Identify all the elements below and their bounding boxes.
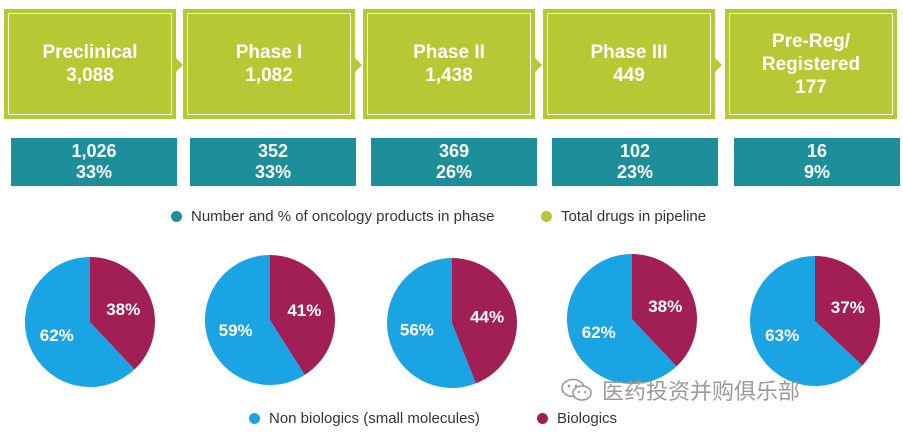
pie-slice-biologics: [270, 255, 336, 375]
flow-arrow: [535, 58, 542, 72]
oncology-percent: 33%: [254, 162, 292, 182]
oncology-box-phase-3: 102 23%: [552, 138, 718, 186]
pie-label-non-biologics: 59%: [219, 321, 253, 340]
pie-slice-biologics: [815, 256, 880, 366]
legend-non-biologics-swatch: [249, 413, 260, 424]
phase-box-preclinical: Preclinical 3,088: [4, 9, 176, 119]
phase-box-phase-2: Phase II 1,438: [363, 9, 535, 119]
oncology-box-preclinical: 1,026 33%: [11, 138, 177, 186]
legend-biologics-swatch: [537, 413, 548, 424]
phase-box-phase-3: Phase III 449: [543, 9, 715, 119]
oncology-count: 369: [438, 141, 470, 161]
legend-oncology-label: Number and % of oncology products in pha…: [191, 208, 495, 225]
oncology-count: 1,026: [71, 141, 117, 161]
pie-slice-biologics: [90, 257, 156, 370]
legend-non-biologics-label: Non biologics (small molecules): [269, 410, 480, 427]
pie-label-biologics: 41%: [287, 301, 321, 320]
pie-slice-non-biologics: [205, 255, 305, 385]
pie-label-biologics: 38%: [106, 300, 140, 319]
oncology-count: 352: [257, 141, 289, 161]
phase-box-phase-1: Phase I 1,082: [183, 9, 355, 119]
legend-total-swatch: [541, 211, 552, 222]
oncology-box-phase-1: 352 33%: [190, 138, 356, 186]
pie-slice-biologics: [632, 254, 697, 367]
pie-label-biologics: 38%: [648, 297, 682, 316]
pie-label-non-biologics: 63%: [765, 326, 799, 345]
oncology-percent: 9%: [803, 162, 830, 182]
pie-slice-biologics: [452, 258, 517, 384]
oncology-percent: 26%: [435, 162, 473, 182]
flow-arrow: [715, 58, 722, 72]
oncology-count: 16: [806, 141, 828, 161]
pie-slice-non-biologics: [749, 255, 863, 386]
flow-arrow: [355, 58, 362, 72]
legend-biologics-label: Biologics: [557, 410, 618, 427]
pie-label-non-biologics: 56%: [400, 321, 434, 340]
pie-slice-non-biologics: [25, 257, 135, 387]
pie-label-biologics: 37%: [831, 298, 865, 317]
legend-total-label: Total drugs in pipeline: [561, 208, 707, 225]
wechat-icon: [561, 378, 592, 401]
oncology-box-pre-reg: 16 9%: [734, 138, 900, 186]
legend-non-biologics: Non biologics (small molecules): [249, 410, 480, 427]
pie-label-non-biologics: 62%: [582, 323, 616, 342]
oncology-percent: 33%: [75, 162, 113, 182]
legend-oncology-swatch: [171, 211, 182, 222]
oncology-percent: 23%: [616, 162, 654, 182]
watermark: 医药投资并购俱乐部: [560, 374, 800, 406]
pie-slice-non-biologics: [387, 258, 476, 389]
flow-arrow: [176, 58, 183, 72]
legend-oncology: Number and % of oncology products in pha…: [171, 208, 495, 225]
pie-label-non-biologics: 62%: [40, 326, 74, 345]
watermark-text: 医药投资并购俱乐部: [602, 379, 801, 404]
legend-biologics: Biologics: [537, 410, 617, 427]
oncology-box-phase-2: 369 26%: [371, 138, 537, 186]
pie-label-biologics: 44%: [470, 307, 504, 326]
legend-total: Total drugs in pipeline: [541, 208, 706, 225]
pie-slice-non-biologics: [567, 254, 677, 384]
oncology-count: 102: [619, 141, 651, 161]
phase-box-pre-reg: Pre-Reg/ Registered 177: [725, 9, 897, 119]
